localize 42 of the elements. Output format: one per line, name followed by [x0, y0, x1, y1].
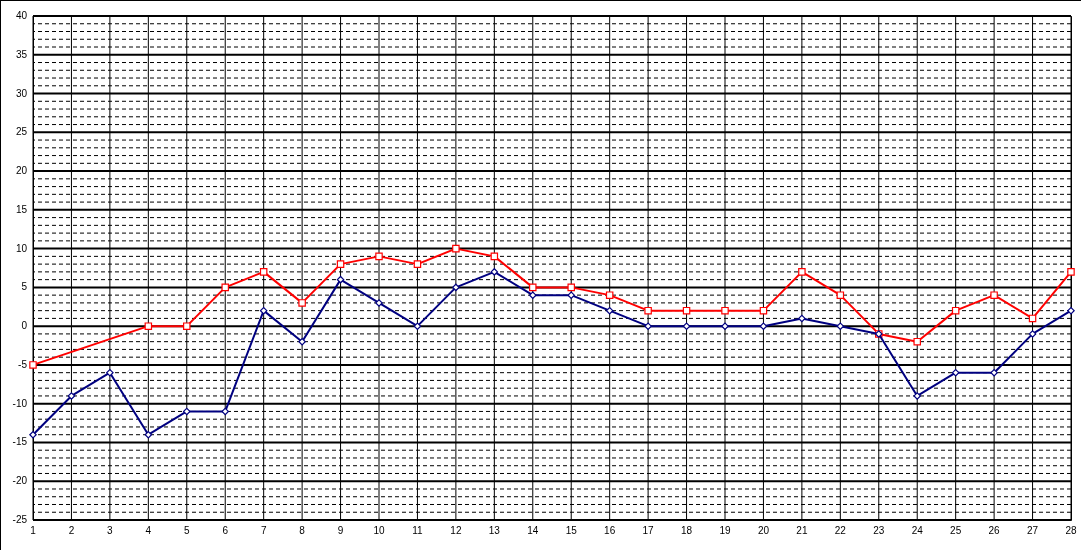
- x-tick-label: 1: [30, 525, 37, 536]
- y-tick-label: 20: [15, 165, 28, 177]
- x-tick-label: 14: [527, 525, 539, 536]
- x-tick-label: 12: [450, 525, 462, 536]
- y-tick-label: 0: [21, 320, 28, 332]
- x-tick-label: 23: [873, 525, 885, 536]
- x-tick-label: 21: [796, 525, 808, 536]
- x-tick-label: 9: [337, 525, 344, 536]
- y-tick-label: 40: [15, 10, 28, 21]
- x-tick-label: 22: [834, 525, 847, 536]
- x-tick-label: 2: [68, 525, 75, 536]
- x-tick-label: 10: [373, 525, 385, 536]
- x-tick-label: 25: [950, 525, 962, 536]
- x-tick-label: 16: [604, 525, 616, 536]
- x-tick-label: 27: [1026, 525, 1039, 536]
- x-tick-label: 17: [642, 525, 655, 536]
- x-tick-label: 6: [222, 525, 229, 536]
- x-tick-label: 18: [680, 525, 693, 536]
- x-tick-label: 28: [1065, 525, 1077, 536]
- y-tick-label: -20: [12, 475, 28, 487]
- x-tick-label: 4: [145, 525, 152, 536]
- y-tick-label: 25: [15, 126, 28, 138]
- x-tick-label: 5: [184, 525, 190, 536]
- x-tick-label: 20: [757, 525, 770, 536]
- x-tick-label: 24: [911, 525, 924, 536]
- y-tick-label: 10: [15, 242, 28, 254]
- x-tick-label: 8: [299, 525, 306, 536]
- x-tick-label: 26: [988, 525, 1001, 536]
- y-tick-label: -25: [12, 514, 28, 525]
- y-tick-label: -10: [12, 397, 28, 409]
- x-tick-label: 7: [260, 525, 267, 536]
- y-tick-label: 5: [21, 281, 28, 293]
- y-tick-label: -15: [12, 436, 28, 448]
- x-tick-label: 13: [488, 525, 501, 536]
- x-tick-label: 3: [107, 525, 114, 536]
- x-tick-label: 19: [719, 525, 731, 536]
- y-tick-label: 30: [15, 87, 28, 99]
- y-tick-label: -5: [18, 358, 28, 370]
- y-tick-label: 35: [15, 48, 28, 60]
- x-tick-label: 11: [412, 525, 424, 536]
- x-tick-label: 15: [565, 525, 578, 536]
- y-tick-label: 15: [15, 203, 28, 215]
